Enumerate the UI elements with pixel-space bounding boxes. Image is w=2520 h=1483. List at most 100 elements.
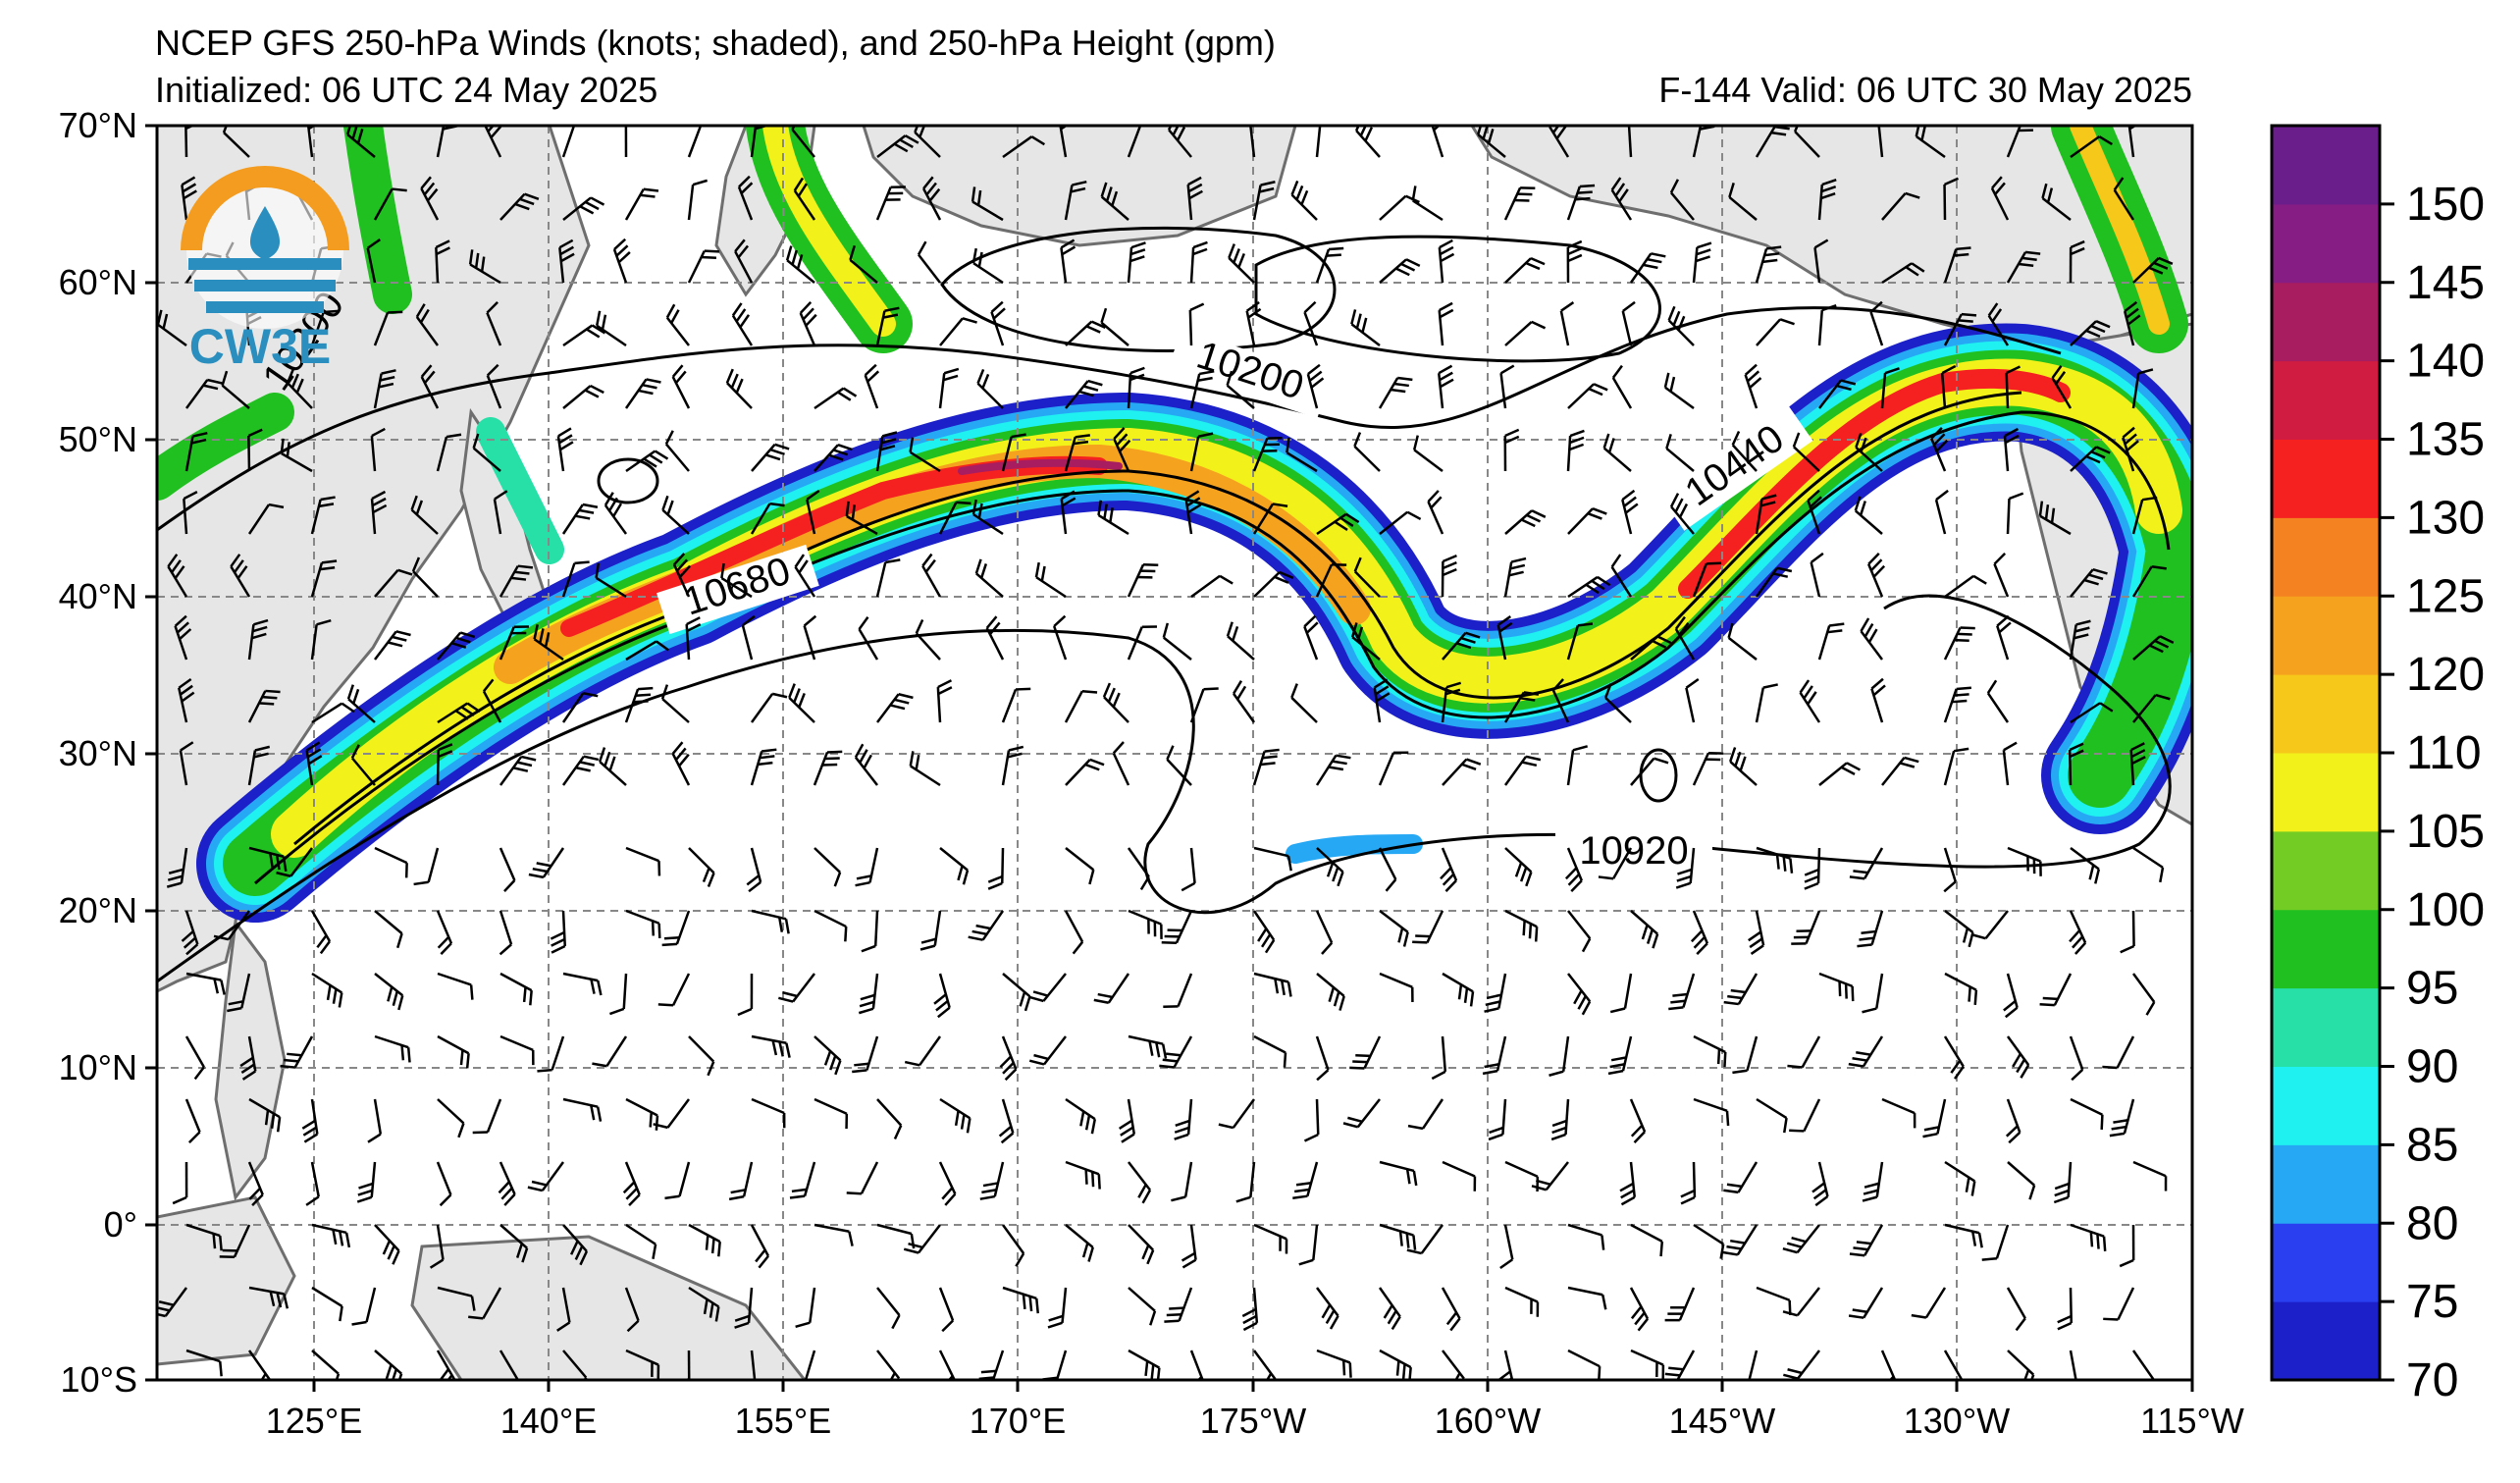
wind-barb [1253, 972, 1292, 997]
wind-barb [1619, 1161, 1637, 1206]
wind-barb [1001, 433, 1026, 472]
wind-barb [561, 126, 576, 158]
wind-barb [1442, 758, 1482, 786]
land-alaska [1470, 126, 2192, 355]
wind-barb [437, 1286, 476, 1311]
wind-barb [1503, 691, 1540, 723]
colorbar-swatch-90 [2272, 987, 2380, 1067]
wind-barb [1943, 686, 1971, 723]
wind-barb [420, 364, 440, 409]
colorbar-label-120: 120 [2406, 649, 2485, 701]
colorbar-swatch-95 [2272, 909, 2380, 989]
wind-barb [1113, 427, 1131, 472]
wind-barb [1804, 847, 1821, 890]
wind-barb [1690, 910, 1709, 956]
wind-barb [286, 368, 313, 409]
wind-barb [734, 1287, 754, 1329]
wind-barb [1412, 435, 1444, 473]
wind-barb [2003, 427, 2020, 472]
wind-barb [731, 302, 754, 346]
wind-barb [1252, 181, 1276, 221]
wind-barb [909, 751, 941, 787]
wind-barb [846, 1161, 879, 1195]
wind-barb [437, 1034, 470, 1069]
wind-barb [1930, 426, 1949, 472]
wind-barb [1186, 176, 1203, 221]
wind-barb [604, 492, 628, 535]
wind-barb [1504, 847, 1533, 887]
wind-barb [561, 692, 599, 723]
wind-barb [1504, 256, 1546, 284]
wind-barb [1097, 500, 1129, 536]
wind-barb [876, 1098, 903, 1139]
wind-barb [1316, 973, 1345, 1011]
land-new-guinea [410, 1235, 807, 1380]
wind-barb [688, 1286, 720, 1322]
wind-barb [247, 745, 271, 786]
wind-barb [1940, 364, 1957, 409]
wind-barb [436, 743, 453, 786]
wind-barb [1799, 679, 1821, 723]
wind-barb [310, 496, 336, 535]
wind-barb [468, 249, 501, 285]
wind-barb [1119, 1098, 1136, 1143]
wind-barb [1549, 1035, 1570, 1077]
wind-barb [1127, 625, 1158, 661]
wind-barb [2070, 446, 2111, 472]
wind-barb [374, 1034, 411, 1063]
wind-barb [1943, 246, 1971, 284]
wind-barb [595, 562, 627, 599]
wind-barb [411, 556, 439, 598]
wind-barb [1482, 1035, 1507, 1076]
wind-barb [437, 1098, 465, 1139]
wind-barb [413, 847, 440, 886]
wind-barb [1566, 184, 1596, 221]
wind-barb [499, 1350, 520, 1380]
wind-barb [1693, 1097, 1730, 1127]
wind-barb [305, 1161, 320, 1206]
wind-barb [1567, 973, 1592, 1016]
wind-barb [184, 431, 208, 472]
wind-barb [979, 1161, 1005, 1200]
wind-barb [1378, 751, 1409, 786]
wind-barb [1630, 635, 1672, 661]
wind-barb [2069, 239, 2085, 284]
wind-barb [280, 1035, 314, 1069]
wind-barb [938, 367, 960, 409]
wind-barb [1566, 239, 1583, 284]
wind-barb [2070, 135, 2114, 159]
wind-barb [410, 495, 439, 535]
wind-barb [1127, 126, 1142, 158]
wind-barb [556, 427, 574, 472]
colorbar-swatch-135 [2272, 360, 2380, 440]
wind-barb [2124, 300, 2141, 346]
wind-barb [2068, 742, 2084, 786]
wind-barb [1306, 363, 1325, 409]
colorbar: 70 75 80 85 90 95 100 105 110 120 125 130 135 140 145 1… [2270, 124, 2485, 1406]
wind-barb [2069, 1035, 2084, 1082]
colorbar-label-105: 105 [2406, 806, 2485, 858]
lon-axis: 125°E 140°E 155°E 170°E 175°W 160°W 145°… [266, 1380, 2244, 1441]
wind-barb [239, 1035, 257, 1081]
wind-barb [1438, 301, 1454, 346]
lat-label-10s: 10°S [61, 1359, 137, 1400]
wind-barb [875, 558, 901, 598]
wind-barb [1567, 506, 1607, 535]
wind-barb [1602, 433, 1632, 472]
wind-barb [1665, 434, 1695, 472]
wind-barb [1567, 1223, 1605, 1250]
wind-barb [725, 368, 753, 409]
wind-barb [2132, 693, 2171, 723]
wind-barb [1669, 179, 1695, 221]
wind-barb [933, 973, 951, 1019]
wind-barb [2057, 1287, 2074, 1331]
wind-barb [1379, 1349, 1412, 1380]
wind-barb [791, 126, 815, 158]
wind-barb [374, 568, 413, 598]
wind-barb [917, 240, 941, 284]
wind-barb [799, 301, 817, 346]
wind-barb [1245, 301, 1262, 346]
wind-barb [2006, 492, 2024, 535]
wind-barb [2070, 320, 2111, 346]
wind-barb [1503, 755, 1542, 786]
